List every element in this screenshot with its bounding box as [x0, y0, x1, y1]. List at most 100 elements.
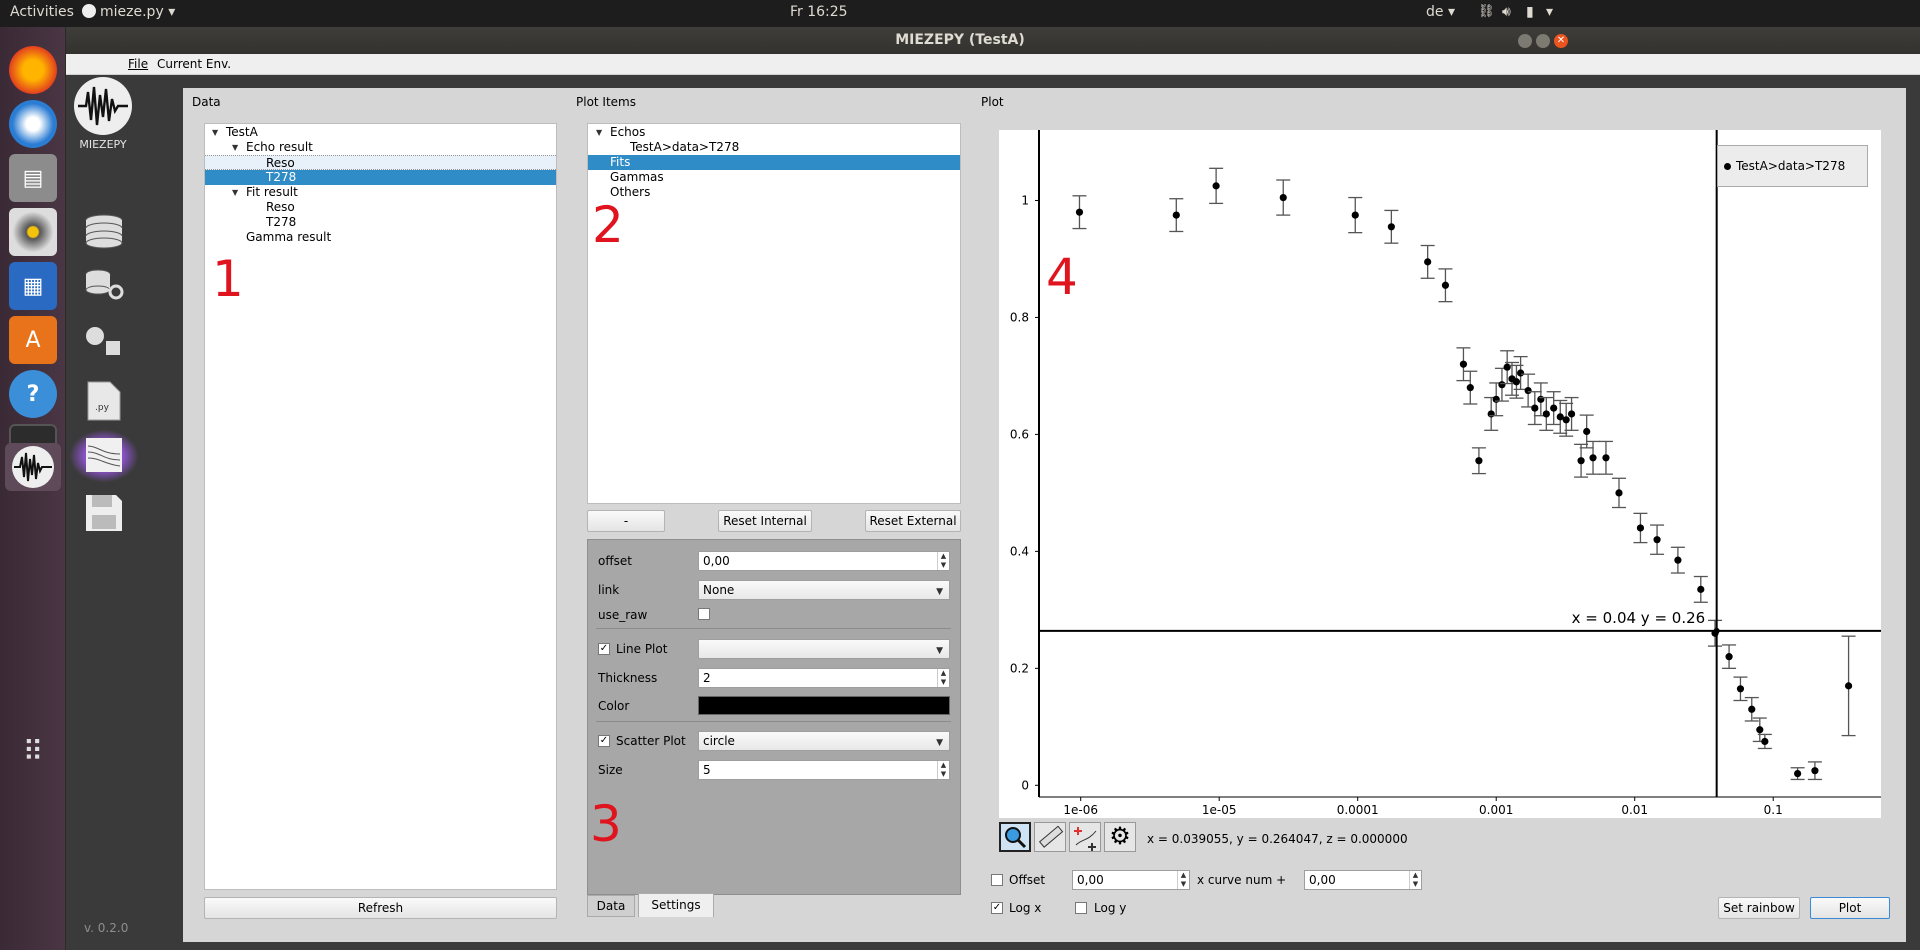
tree-item[interactable]: T278 [205, 215, 556, 230]
language-selector[interactable]: de ▾ [1426, 4, 1455, 20]
data-panel-title: Data [192, 95, 221, 109]
language-label: de [1426, 4, 1444, 20]
refresh-button[interactable]: Refresh [204, 897, 557, 919]
tree-item[interactable]: Reso [205, 155, 556, 170]
plot-items-tree[interactable]: ▼ Echos TestA>data>T278 Fits Gammas Others [587, 123, 961, 504]
writer-icon[interactable]: ▦ [9, 262, 57, 310]
chart[interactable]: 1e-06 1e-05 0.0001 0.001 0.01 0.1 0 0.2 0.4 0.6 0.… [999, 130, 1881, 818]
app-sidebar: MIEZEPY .py v. 0.2.0 [66, 75, 183, 950]
data-point [1524, 386, 1532, 395]
miezepy-launcher-icon[interactable] [5, 443, 61, 491]
line-plot-checkbox[interactable]: ✓ [598, 643, 610, 655]
expand-arrow-icon[interactable]: ▼ [596, 128, 603, 137]
spin-arrows-icon[interactable]: ▲ ▼ [937, 552, 949, 570]
expand-arrow-icon[interactable]: ▼ [232, 188, 239, 197]
spin-arrows-icon[interactable]: ▲ ▼ [937, 761, 949, 779]
svg-text:.py: .py [95, 403, 110, 413]
database-icon[interactable] [84, 213, 124, 249]
minimize-icon[interactable] [1518, 34, 1532, 48]
network-icon[interactable]: ⛓ [1478, 4, 1495, 19]
menu-file[interactable]: File [128, 57, 149, 71]
tree-item[interactable]: ▼ Echos [588, 125, 960, 140]
tree-item[interactable]: ▼ Fit result [205, 185, 556, 200]
zoom-tool[interactable] [999, 822, 1031, 852]
add-point-tool[interactable] [1069, 822, 1101, 852]
reset-internal-button[interactable]: Reset Internal [718, 510, 812, 532]
spin-arrows-icon[interactable]: ▲ ▼ [1409, 871, 1421, 889]
save-icon[interactable] [84, 493, 124, 533]
log-y-checkbox[interactable] [1075, 902, 1087, 914]
expand-arrow-icon[interactable]: ▼ [212, 128, 219, 137]
plot-canvas[interactable]: 1e-06 1e-05 0.0001 0.001 0.01 0.1 0 0.2 0.4 0.6 0.… [999, 130, 1881, 818]
spin-arrows-icon[interactable]: ▲ ▼ [1177, 871, 1189, 889]
activities-button[interactable]: Activities [10, 4, 74, 20]
plot-button[interactable]: Plot [1810, 897, 1890, 919]
legend-label: TestA>data>T278 [1736, 159, 1846, 173]
use-raw-checkbox[interactable] [698, 608, 710, 620]
remove-item-button[interactable]: - [587, 510, 665, 532]
window-title-bar: MIEZEPY (TestA) [0, 27, 1920, 54]
scatter-plot-checkbox[interactable]: ✓ [598, 735, 610, 747]
data-point [1577, 457, 1585, 465]
tree-item[interactable]: ▼ TestA [205, 125, 556, 140]
tree-item[interactable]: ▼ Echo result [205, 140, 556, 155]
plot-offset-spinbox[interactable]: 0,00 ▲ ▼ [1072, 870, 1190, 890]
data-point [1589, 454, 1597, 462]
help-icon[interactable]: ? [9, 370, 57, 418]
system-menu-icon[interactable]: ▾ [1546, 4, 1554, 20]
expand-arrow-icon[interactable]: ▼ [232, 143, 239, 152]
data-point [1748, 705, 1756, 713]
tree-item[interactable]: Gammas [588, 170, 960, 185]
volume-icon[interactable]: 🔊︎ [1502, 4, 1511, 20]
tree-item[interactable]: TestA>data>T278 [588, 140, 960, 155]
size-spinbox[interactable]: 5 ▲ ▼ [698, 760, 950, 780]
menu-current-env[interactable]: Current Env. [157, 57, 232, 71]
tree-item[interactable]: T278 [205, 170, 556, 185]
maximize-icon[interactable] [1536, 34, 1550, 48]
x-tick-label: 1e-05 [1202, 803, 1237, 817]
tab-data[interactable]: Data [587, 895, 635, 917]
scatter-plot-combobox[interactable]: circle ▼ [698, 731, 950, 751]
legend-marker [1724, 163, 1731, 170]
tree-item[interactable]: Fits [588, 155, 960, 170]
shapes-icon[interactable] [84, 325, 124, 361]
clock[interactable]: Fr 16:25 [790, 4, 848, 20]
link-combobox[interactable]: None ▼ [698, 580, 950, 600]
battery-icon[interactable]: ▮ [1526, 4, 1534, 20]
line-plot-combobox[interactable]: ▼ [698, 639, 950, 659]
database-settings-icon[interactable] [84, 268, 124, 304]
tree-item-label: Echo result [246, 140, 313, 154]
data-point [1602, 454, 1610, 462]
tree-item[interactable]: Others [588, 185, 960, 200]
plot-tool-icon[interactable] [70, 430, 138, 482]
thunderbird-icon[interactable] [9, 100, 57, 148]
show-apps-icon[interactable]: ⠿ [22, 734, 44, 768]
data-point [1736, 685, 1745, 693]
thickness-spinbox[interactable]: 2 ▲ ▼ [698, 668, 950, 688]
curve-num-spinbox[interactable]: 0,00 ▲ ▼ [1304, 870, 1422, 890]
firefox-icon[interactable] [9, 46, 57, 94]
tree-item[interactable]: Reso [205, 200, 556, 215]
reset-external-button[interactable]: Reset External [865, 510, 961, 532]
close-icon[interactable]: ✕ [1554, 34, 1568, 48]
log-x-checkbox[interactable]: ✓ [991, 902, 1003, 914]
logo-label: MIEZEPY [79, 138, 127, 151]
offset-spinbox[interactable]: 0,00 ▲ ▼ [698, 551, 950, 571]
color-swatch[interactable] [698, 696, 950, 715]
settings-gear-icon[interactable]: ⚙ [1104, 822, 1136, 852]
spin-arrows-icon[interactable]: ▲ ▼ [937, 669, 949, 687]
python-script-icon[interactable]: .py [86, 380, 122, 422]
offset-checkbox[interactable] [991, 874, 1003, 886]
y-tick-label: 0.8 [1010, 310, 1029, 324]
app-menu[interactable]: mieze.py ▾ [82, 4, 175, 20]
rhythmbox-icon[interactable] [9, 208, 57, 256]
software-center-icon[interactable]: A [9, 316, 57, 364]
tree-item[interactable]: Gamma result [205, 230, 556, 245]
measure-tool[interactable] [1034, 822, 1066, 852]
files-icon[interactable]: ▤ [9, 154, 57, 202]
data-point [1517, 369, 1525, 377]
set-rainbow-button[interactable]: Set rainbow [1718, 897, 1800, 919]
tab-settings[interactable]: Settings [638, 893, 714, 917]
y-tick-label: 1 [1021, 193, 1029, 207]
data-tree[interactable]: ▼ TestA ▼ Echo result Reso T278 ▼ Fit result Res… [204, 123, 557, 890]
